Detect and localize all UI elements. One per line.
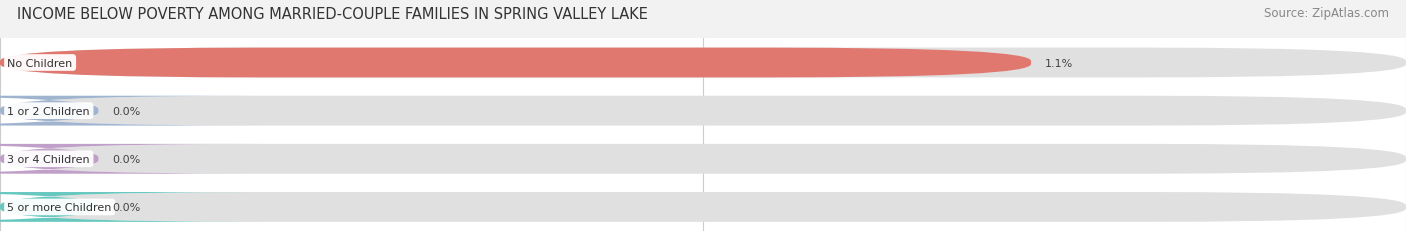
FancyBboxPatch shape: [0, 192, 262, 222]
FancyBboxPatch shape: [0, 48, 1031, 78]
Text: INCOME BELOW POVERTY AMONG MARRIED-COUPLE FAMILIES IN SPRING VALLEY LAKE: INCOME BELOW POVERTY AMONG MARRIED-COUPL…: [17, 7, 648, 22]
Text: 5 or more Children: 5 or more Children: [7, 202, 112, 212]
Bar: [0, 183, 1406, 231]
FancyBboxPatch shape: [0, 144, 262, 174]
Bar: [0, 135, 1406, 183]
FancyBboxPatch shape: [0, 96, 262, 126]
Text: Source: ZipAtlas.com: Source: ZipAtlas.com: [1264, 7, 1389, 20]
Text: 3 or 4 Children: 3 or 4 Children: [7, 154, 90, 164]
FancyBboxPatch shape: [0, 144, 1406, 174]
Text: 0.0%: 0.0%: [112, 106, 141, 116]
Bar: [0, 87, 1406, 135]
Text: 1.1%: 1.1%: [1045, 58, 1073, 68]
FancyBboxPatch shape: [0, 48, 1406, 78]
Text: 0.0%: 0.0%: [112, 202, 141, 212]
Bar: [0, 39, 1406, 87]
Text: No Children: No Children: [7, 58, 73, 68]
Text: 1 or 2 Children: 1 or 2 Children: [7, 106, 90, 116]
FancyBboxPatch shape: [0, 96, 1406, 126]
Text: 0.0%: 0.0%: [112, 154, 141, 164]
FancyBboxPatch shape: [0, 192, 1406, 222]
